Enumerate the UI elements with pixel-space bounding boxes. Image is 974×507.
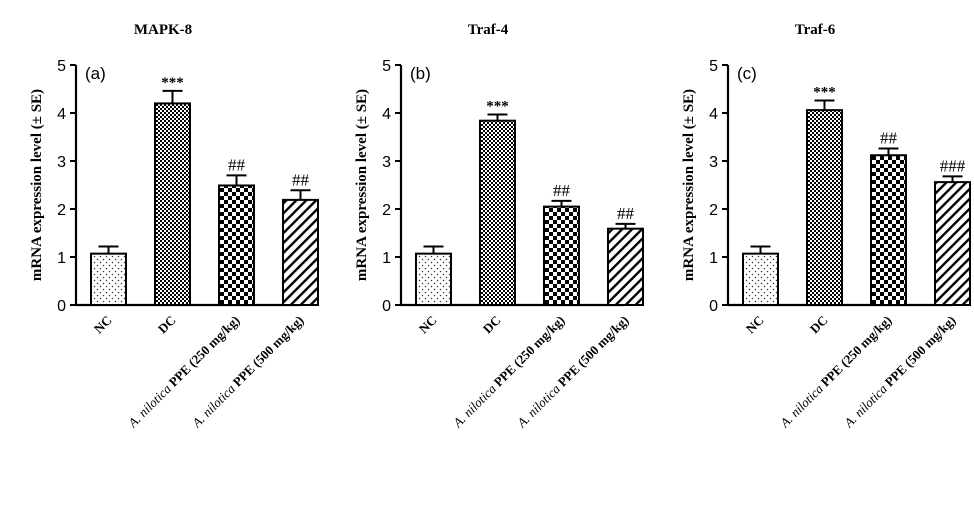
x-tick-label-text: NC [743,313,767,337]
chart-panel-2: Traf-4 (b) mRNA expression level (± SE) 0 1 2… [354,22,644,431]
y-tick-label: 2 [709,202,718,219]
bar-nc [90,252,127,306]
x-tick-label-text: NC [91,313,115,337]
x-tick-label-italic: A. nilotica [840,381,890,431]
y-tick-label: 5 [382,58,391,75]
x-tick-label: A. nilotica PPE (250 mg/kg) [776,313,894,431]
significance-hashes: ## [292,170,310,189]
chart-title: MAPK-8 [134,22,192,38]
y-tick-label: 1 [709,250,718,267]
bar-nc [415,252,452,306]
x-tick-label: DC [155,313,179,337]
significance-hashes: ## [553,181,571,200]
y-tick-label: 5 [57,58,66,75]
bar-dc [806,109,843,307]
x-tick-label: NC [416,313,440,337]
bar-a-nilotica-ppe-250-mg-kg [543,205,580,307]
chart-title: Traf-4 [468,22,509,38]
significance-hashes: ## [228,155,246,174]
y-tick-label: 4 [709,106,718,123]
x-tick-label: DC [807,313,831,337]
y-axis-label: mRNA expression level (± SE) [681,89,697,281]
significance-hashes: ## [880,129,898,148]
x-tick-label: A. nilotica PPE (500 mg/kg) [840,313,958,431]
significance-stars: *** [161,75,184,91]
y-tick-label: 2 [57,202,66,219]
significance-stars: *** [813,85,836,101]
y-tick-label: 5 [709,58,718,75]
x-tick-label: NC [91,313,115,337]
significance-stars: *** [486,98,509,114]
x-tick-label: DC [480,313,504,337]
y-tick-label: 4 [382,106,391,123]
significance-hashes: ### [940,156,966,175]
y-tick-label: 4 [57,106,66,123]
x-tick-label-text: DC [155,313,179,337]
x-tick-label: A. nilotica PPE (500 mg/kg) [188,313,306,431]
x-tick-label-text: NC [416,313,440,337]
x-tick-label-text: DC [480,313,504,337]
y-tick-label: 0 [57,298,66,315]
x-tick-label-text: DC [807,313,831,337]
bar-a-nilotica-ppe-500-mg-kg [282,198,319,307]
y-tick-label: 3 [57,154,66,171]
bar-a-nilotica-ppe-250-mg-kg [870,154,907,306]
bar-a-nilotica-ppe-500-mg-kg [934,181,971,306]
x-tick-label-italic: A. nilotica [124,381,174,431]
chart-panel-1: MAPK-8 (a) mRNA expression level (± SE) 0 1 2… [29,22,319,431]
bar-nc [742,252,779,306]
y-tick-label: 1 [382,250,391,267]
x-tick-label: NC [743,313,767,337]
panel-label: (a) [85,64,106,83]
y-tick-label: 0 [382,298,391,315]
y-tick-label: 3 [709,154,718,171]
chart-panel-3: Traf-6 (c) mRNA expression level (± SE) 0 1 2… [681,22,971,431]
x-tick-label: A. nilotica PPE (250 mg/kg) [124,313,242,431]
x-tick-label-italic: A. nilotica [513,381,563,431]
x-tick-label: A. nilotica PPE (250 mg/kg) [449,313,567,431]
panel-label: (b) [410,64,431,83]
x-tick-label: A. nilotica PPE (500 mg/kg) [513,313,631,431]
bar-a-nilotica-ppe-500-mg-kg [607,227,644,306]
significance-hashes: ## [617,204,635,223]
x-tick-label-italic: A. nilotica [776,381,826,431]
bar-dc [154,102,191,307]
y-tick-label: 0 [709,298,718,315]
panel-label: (c) [737,64,757,83]
y-tick-label: 2 [382,202,391,219]
bar-a-nilotica-ppe-250-mg-kg [218,184,255,306]
y-tick-label: 3 [382,154,391,171]
bar-dc [479,119,516,307]
x-tick-label-italic: A. nilotica [188,381,238,431]
y-axis-label: mRNA expression level (± SE) [354,89,370,281]
y-tick-label: 1 [57,250,66,267]
y-axis-label: mRNA expression level (± SE) [29,89,45,281]
chart-title: Traf-6 [795,22,836,38]
x-tick-label-italic: A. nilotica [449,381,499,431]
